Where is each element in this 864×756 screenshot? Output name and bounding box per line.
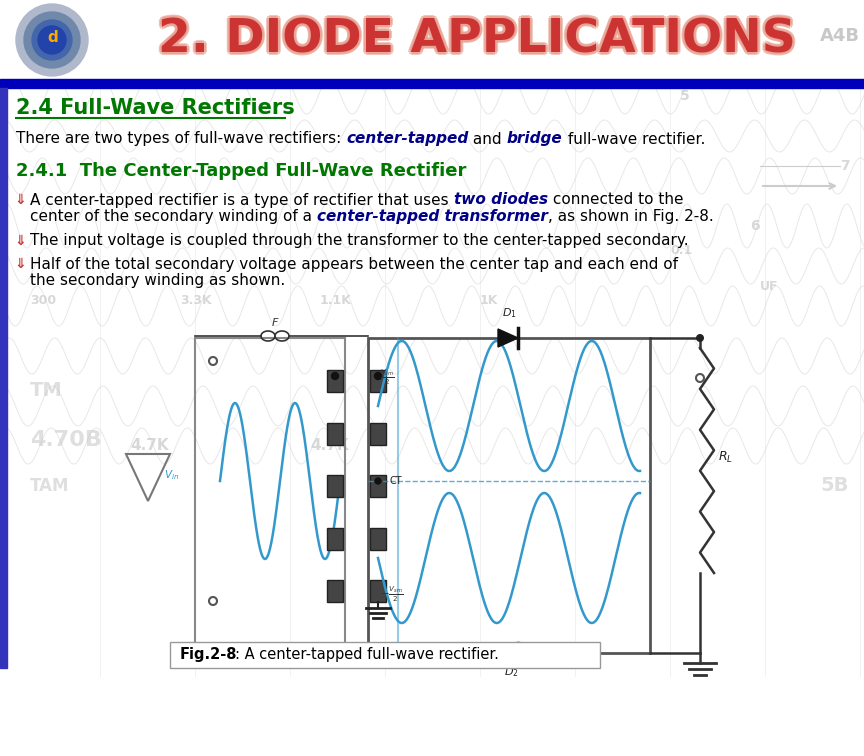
Text: : A center-tapped full-wave rectifier.: : A center-tapped full-wave rectifier.	[235, 647, 499, 662]
Polygon shape	[498, 644, 518, 662]
Text: two diodes: two diodes	[454, 193, 548, 207]
Text: 1K: 1K	[480, 295, 499, 308]
Bar	[327, 580, 343, 602]
Polygon shape	[498, 329, 518, 347]
Circle shape	[24, 12, 80, 68]
Bar	[0, 79, 864, 88]
Text: $-\frac{V_{sm}}{2}$: $-\frac{V_{sm}}{2}$	[380, 584, 403, 604]
Text: 2. DIODE APPLICATIONS: 2. DIODE APPLICATIONS	[158, 17, 796, 63]
Bar	[370, 580, 386, 602]
Bar	[327, 528, 343, 550]
Text: , as shown in Fig. 2-8.: , as shown in Fig. 2-8.	[548, 209, 714, 224]
Text: $V_{in}$: $V_{in}$	[164, 468, 179, 482]
Bar	[327, 475, 343, 497]
Circle shape	[16, 4, 88, 76]
Text: 2. DIODE APPLICATIONS: 2. DIODE APPLICATIONS	[160, 16, 797, 60]
Text: 4.70B: 4.70B	[30, 430, 102, 450]
Text: center of the secondary winding of a: center of the secondary winding of a	[30, 209, 317, 224]
Text: 2. DIODE APPLICATIONS: 2. DIODE APPLICATIONS	[161, 17, 799, 63]
Bar	[370, 528, 386, 550]
Circle shape	[38, 26, 66, 54]
Text: 7: 7	[840, 159, 849, 173]
Bar	[327, 370, 343, 392]
Circle shape	[375, 478, 381, 484]
Text: 6: 6	[750, 219, 759, 233]
Text: 1.1K: 1.1K	[320, 295, 352, 308]
Text: 2.4.1  The Center-Tapped Full-Wave Rectifier: 2.4.1 The Center-Tapped Full-Wave Rectif…	[16, 162, 467, 180]
Bar	[0, 0, 864, 80]
Text: 4.7K: 4.7K	[310, 438, 349, 454]
Text: 2. DIODE APPLICATIONS: 2. DIODE APPLICATIONS	[156, 16, 794, 60]
Text: $D_1$: $D_1$	[502, 306, 517, 320]
Text: 4.7K: 4.7K	[130, 438, 168, 454]
Text: A center-tapped rectifier is a type of rectifier that uses: A center-tapped rectifier is a type of r…	[30, 193, 454, 207]
Bar	[327, 423, 343, 445]
Bar	[0, 88, 7, 668]
Text: TM: TM	[30, 381, 63, 400]
Text: 2. DIODE APPLICATIONS: 2. DIODE APPLICATIONS	[158, 20, 796, 66]
Text: 0.1: 0.1	[670, 244, 692, 258]
Text: TAM: TAM	[30, 477, 69, 495]
Text: d: d	[47, 30, 58, 45]
Bar	[170, 642, 600, 668]
Text: $D_2$: $D_2$	[504, 665, 518, 679]
Text: 2. DIODE APPLICATIONS: 2. DIODE APPLICATIONS	[158, 14, 796, 60]
Text: CT: CT	[390, 476, 403, 486]
Text: 2. DIODE APPLICATIONS: 2. DIODE APPLICATIONS	[156, 20, 794, 64]
Text: ⇓: ⇓	[14, 193, 26, 207]
Text: center-tapped transformer: center-tapped transformer	[317, 209, 548, 224]
Text: A4B: A4B	[820, 27, 860, 45]
Text: center-tapped: center-tapped	[346, 132, 468, 147]
Text: ⇓: ⇓	[14, 234, 26, 248]
Bar	[370, 370, 386, 392]
Circle shape	[32, 20, 72, 60]
Text: 2. DIODE APPLICATIONS: 2. DIODE APPLICATIONS	[160, 20, 797, 64]
Text: 300: 300	[30, 295, 56, 308]
Text: UF: UF	[760, 280, 778, 293]
Text: Half of the total secondary voltage appears between the center tap and each end : Half of the total secondary voltage appe…	[30, 256, 678, 271]
Bar	[195, 338, 345, 653]
Text: $R_L$: $R_L$	[718, 450, 733, 465]
Text: connected to the: connected to the	[548, 193, 683, 207]
Text: $\frac{V_{sm}}{2}$: $\frac{V_{sm}}{2}$	[380, 367, 395, 387]
Text: The input voltage is coupled through the transformer to the center-tapped second: The input voltage is coupled through the…	[30, 234, 689, 249]
Bar	[370, 423, 386, 445]
Text: A4B: A4B	[790, 27, 827, 45]
Text: 2.4 Full-Wave Rectifiers: 2.4 Full-Wave Rectifiers	[16, 98, 295, 118]
Text: full-wave rectifier.: full-wave rectifier.	[562, 132, 705, 147]
Text: 5B: 5B	[820, 476, 848, 495]
Text: 2. DIODE APPLICATIONS: 2. DIODE APPLICATIONS	[155, 17, 793, 63]
Text: Fig.2-8: Fig.2-8	[180, 647, 238, 662]
Text: F: F	[272, 318, 278, 328]
Text: There are two types of full-wave rectifiers:: There are two types of full-wave rectifi…	[16, 132, 346, 147]
Bar	[370, 475, 386, 497]
Text: 5: 5	[680, 89, 689, 103]
Text: 3.3K: 3.3K	[180, 295, 212, 308]
Circle shape	[696, 334, 704, 342]
Bar	[368, 338, 650, 653]
Text: the secondary winding as shown.: the secondary winding as shown.	[30, 272, 285, 287]
Text: ⇓: ⇓	[14, 257, 26, 271]
Text: bridge: bridge	[507, 132, 562, 147]
Text: and: and	[468, 132, 507, 147]
Circle shape	[332, 373, 339, 380]
Circle shape	[374, 373, 382, 380]
